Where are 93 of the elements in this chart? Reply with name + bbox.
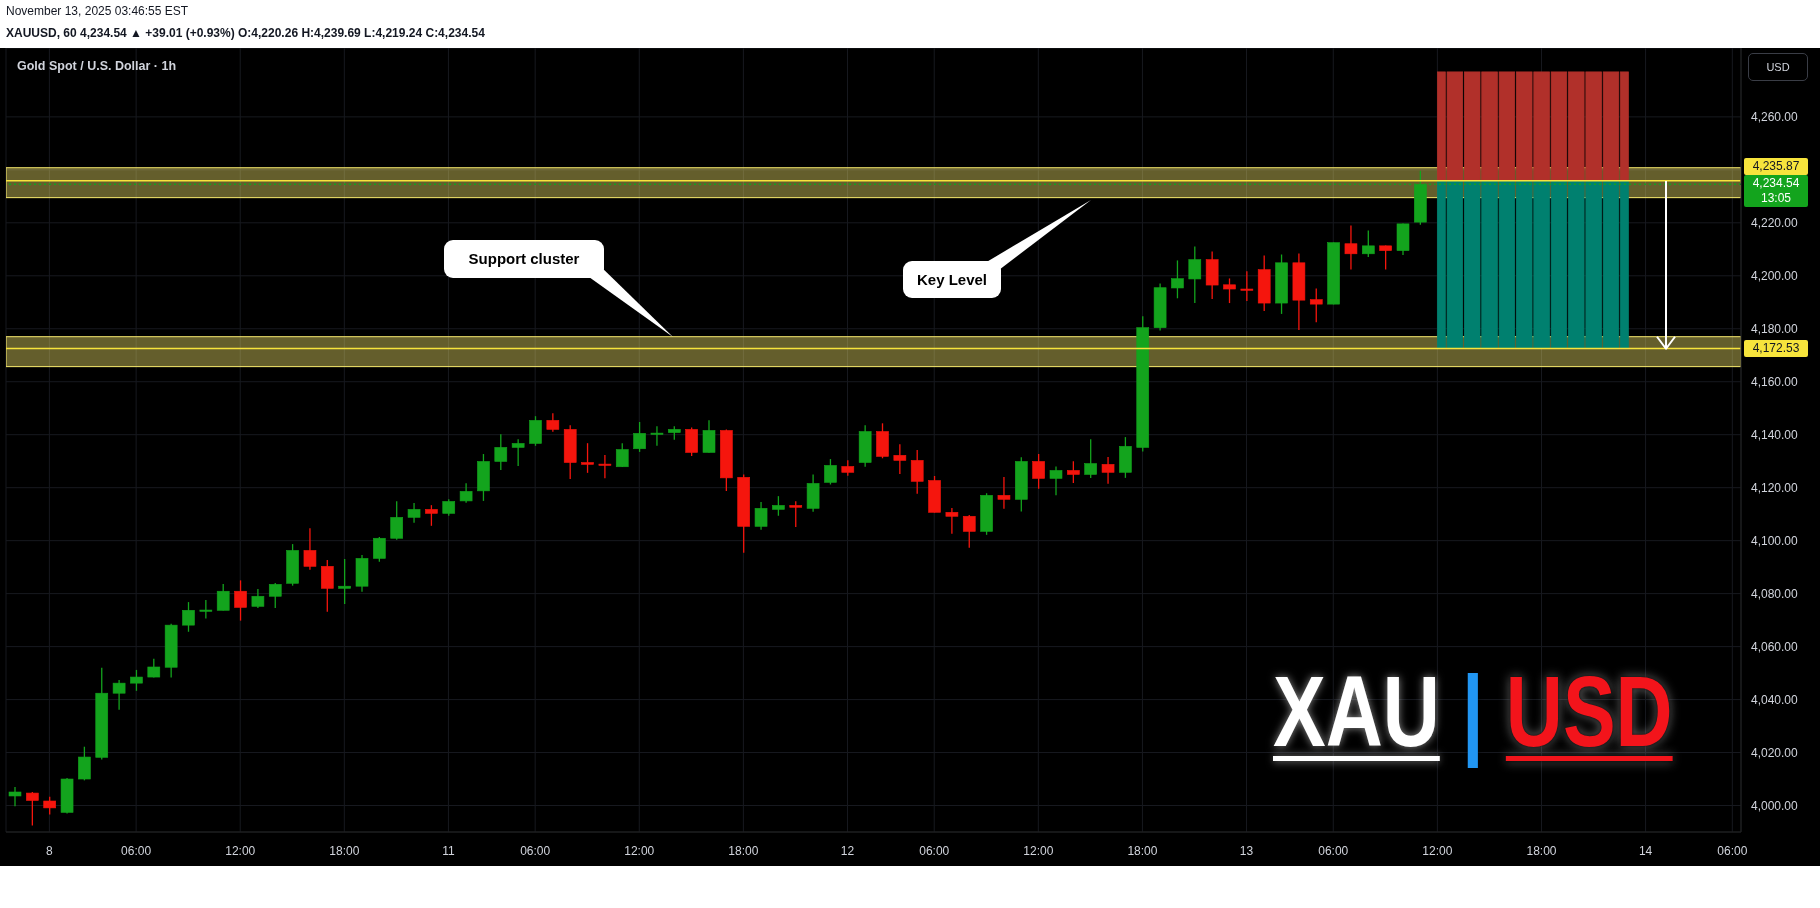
- y-tick-label: 4,260.00: [1751, 110, 1799, 125]
- candlestick: [268, 582, 282, 609]
- annotation: Support cluster: [468, 250, 580, 267]
- y-tick-label: 4,040.00: [1751, 692, 1799, 707]
- candlestick: [8, 786, 22, 807]
- x-tick-label: 06:00: [919, 843, 950, 858]
- candlestick: [1188, 245, 1202, 304]
- candlestick: [390, 500, 403, 541]
- text: Gold Spot / U.S. Dollar · 1h: [17, 59, 177, 73]
- candlestick: [581, 442, 594, 474]
- candlestick: [1362, 229, 1375, 258]
- x-tick-label: 18:00: [728, 843, 759, 858]
- x-tick-label: 18:00: [329, 843, 360, 858]
- candlestick: [598, 454, 612, 479]
- candlestick: [130, 669, 143, 692]
- candlestick: [494, 433, 508, 471]
- annotation: XAU | USD: [1273, 655, 1673, 767]
- x-tick-label: 12:00: [1023, 843, 1054, 858]
- y-tick-label: 4,160.00: [1751, 374, 1799, 389]
- candlestick: [216, 583, 230, 612]
- x-tick-label: 06:00: [1318, 843, 1349, 858]
- y-tick-label: 4,080.00: [1751, 586, 1799, 601]
- candlestick: [1309, 287, 1323, 323]
- y-tick-label: 4,060.00: [1751, 639, 1799, 654]
- candlestick: [754, 501, 768, 531]
- candlestick: [338, 558, 351, 605]
- annotation: Key Level: [916, 271, 988, 288]
- candlestick: [373, 536, 386, 563]
- y-tick-label: 4,020.00: [1751, 745, 1799, 760]
- candlestick: [1049, 465, 1063, 497]
- x-tick-label: 12:00: [624, 843, 655, 858]
- x-tick-label: 12:00: [225, 843, 256, 858]
- candlestick: [78, 746, 91, 781]
- y-tick-label: 4,120.00: [1751, 480, 1799, 495]
- ref-line-label: 4,172.53: [1744, 341, 1808, 357]
- candlestick: [321, 559, 334, 613]
- candlestick: [251, 588, 265, 609]
- x-tick-label: 13: [1239, 843, 1254, 858]
- candlestick: [199, 599, 213, 620]
- candlestick: [407, 502, 421, 524]
- candlestick: [26, 791, 39, 827]
- x-tick-label: 18:00: [1127, 843, 1158, 858]
- candlestick: [182, 601, 195, 633]
- y-axis-title: USD: [1748, 53, 1808, 81]
- candlestick: [112, 679, 126, 711]
- candlestick: [1067, 460, 1080, 484]
- candlestick: [1379, 244, 1392, 271]
- y-tick-label: 4,180.00: [1751, 322, 1799, 337]
- x-tick-label: 06:00: [1717, 843, 1748, 858]
- candlestick: [529, 415, 542, 447]
- x-tick-label: 12: [840, 843, 855, 858]
- candlestick: [962, 514, 976, 549]
- candlestick: [1171, 259, 1184, 299]
- candlestick: [685, 426, 698, 457]
- candlestick: [459, 482, 473, 504]
- candlestick: [772, 495, 785, 517]
- x-tick-label: 18:00: [1526, 843, 1557, 858]
- candlestick: [945, 507, 959, 535]
- candlestick: [1344, 224, 1358, 271]
- x-tick-label: 8: [46, 843, 54, 858]
- candlestick: [997, 476, 1011, 510]
- ref-line-label: 4,234.54 13:05: [1744, 176, 1808, 207]
- candlestick: [147, 658, 161, 679]
- candlestick: [1240, 270, 1254, 302]
- y-tick-label: 4,140.00: [1751, 427, 1799, 442]
- candlestick: [1084, 438, 1097, 479]
- candlestick: [546, 412, 560, 433]
- candlestick: [650, 425, 664, 447]
- candlestick: [702, 419, 716, 454]
- x-tick-label: 06:00: [121, 843, 152, 858]
- candlestick: [633, 421, 646, 453]
- y-tick-label: 4,000.00: [1751, 798, 1799, 813]
- x-tick-label: 14: [1638, 843, 1653, 858]
- ref-line-label: 4,235.87: [1744, 159, 1808, 175]
- x-tick-label: 11: [442, 843, 455, 858]
- candlestick: [511, 438, 525, 467]
- y-tick-label: 4,200.00: [1751, 269, 1799, 284]
- chart-subtitle: XAUUSD, 60 4,234.54 ▲ +39.01 (+0.93%) O:4,220.26 H:4,239.69 L:4,219.24 C:4,234.54: [6, 26, 485, 40]
- x-tick-label: 06:00: [520, 843, 551, 858]
- candlestick: [824, 458, 837, 486]
- y-tick-label: 4,100.00: [1751, 533, 1799, 548]
- candlestick: [910, 449, 924, 495]
- x-tick-label: 12:00: [1422, 843, 1453, 858]
- candlestick: [789, 500, 803, 528]
- candlestick: [234, 579, 247, 622]
- candlestick: [1101, 456, 1115, 485]
- text: November 13, 2025 03:46:55 EST: [6, 4, 189, 18]
- candlestick: [1223, 277, 1236, 304]
- y-tick-label: 4,220.00: [1751, 216, 1799, 231]
- candlestick: [303, 527, 317, 571]
- candlestick: [1032, 453, 1045, 490]
- candlestick: [893, 443, 907, 475]
- candlestick: [425, 504, 438, 527]
